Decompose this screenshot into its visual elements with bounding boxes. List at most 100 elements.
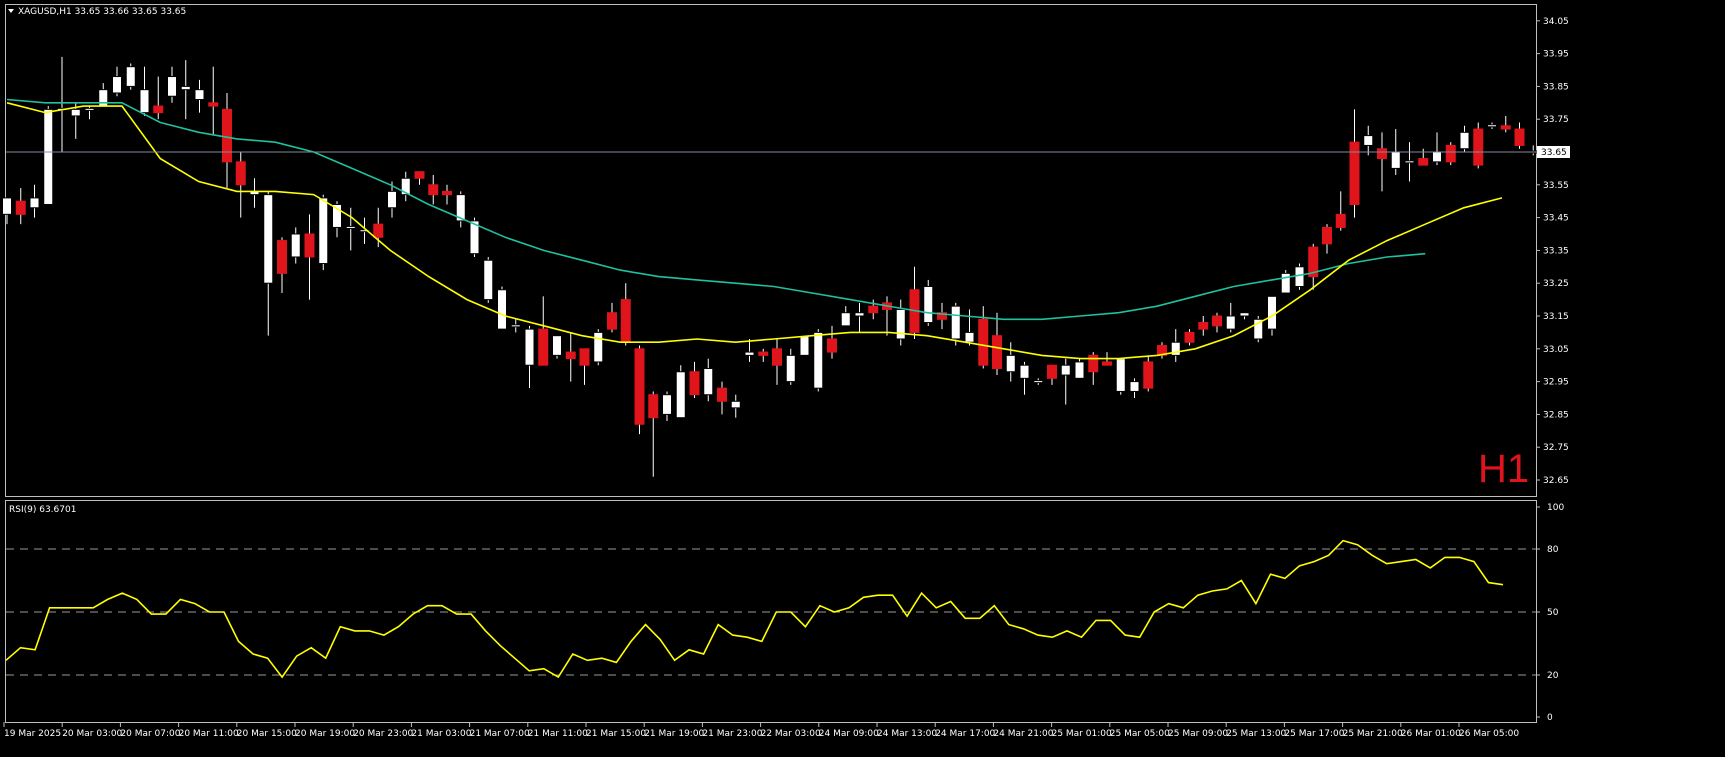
- candle: [703, 358, 714, 402]
- time-tick-label: 25 Mar 17:00: [1284, 729, 1344, 739]
- candle-body-bull: [799, 335, 810, 356]
- time-tick-label: 20 Mar 23:00: [353, 729, 413, 739]
- candle: [579, 348, 590, 385]
- candle: [1514, 122, 1525, 149]
- candle-body-bull: [785, 354, 796, 383]
- candle: [332, 201, 342, 238]
- candle-body-bear: [1418, 158, 1429, 166]
- candle-body-bull: [703, 367, 714, 396]
- time-tick-label: 20 Mar 07:00: [120, 729, 180, 739]
- candle-body-bull: [1390, 151, 1401, 169]
- candle: [1033, 378, 1044, 385]
- candle-body-bull: [730, 400, 741, 409]
- ma-fast-line: [6, 102, 1503, 360]
- candle-body-bear: [868, 305, 879, 314]
- candle-body-bull: [744, 351, 755, 356]
- collapse-triangle-icon[interactable]: [8, 9, 14, 13]
- candle: [1047, 364, 1057, 385]
- candle-body-bull: [455, 194, 466, 222]
- candle-body-bull: [662, 394, 672, 415]
- candle-body-bull: [263, 194, 274, 284]
- candle: [1349, 109, 1360, 218]
- candle-body-bear: [772, 348, 782, 366]
- candle-body-bull: [552, 335, 562, 356]
- candle-body-bear: [304, 233, 315, 258]
- price-tick-label: 33.75: [1543, 115, 1569, 125]
- candle: [510, 319, 521, 333]
- candle-body-bull: [964, 331, 975, 343]
- candle: [895, 299, 906, 346]
- candle: [1170, 329, 1181, 362]
- candle-body-bear: [538, 328, 549, 366]
- candle-body-bull: [1129, 381, 1140, 392]
- time-tick-label: 24 Mar 17:00: [935, 729, 995, 739]
- candle: [1445, 142, 1456, 166]
- candle-body-bear: [992, 335, 1002, 369]
- candle: [1404, 142, 1415, 182]
- price-tick-label: 32.95: [1543, 378, 1569, 388]
- candle-body-bear: [1349, 141, 1360, 205]
- candle-body-bear: [1102, 361, 1112, 366]
- candle-body-bear: [1377, 148, 1387, 160]
- candle: [318, 194, 329, 271]
- candle-body-bear: [937, 312, 947, 320]
- candle-body-bear: [1157, 345, 1167, 356]
- price-tick-label: 34.05: [1543, 17, 1569, 27]
- candle: [923, 279, 934, 326]
- candle: [153, 76, 164, 120]
- time-tick-label: 24 Mar 09:00: [819, 729, 879, 739]
- candle-body-bull: [497, 289, 507, 330]
- time-tick-label: 25 Mar 01:00: [1052, 729, 1112, 739]
- candle: [442, 184, 452, 205]
- candle: [428, 174, 439, 205]
- candle: [1115, 358, 1126, 395]
- price-tick-label: 33.05: [1543, 345, 1569, 355]
- time-tick-label: 25 Mar 05:00: [1110, 729, 1170, 739]
- candle-body-bull: [139, 89, 150, 114]
- current-price-label: 33.65: [1541, 148, 1567, 158]
- candle: [1335, 191, 1346, 231]
- candle: [1487, 122, 1497, 130]
- candle-body-bear: [1143, 361, 1154, 389]
- candle: [359, 217, 370, 244]
- price-tick-label: 32.75: [1543, 443, 1569, 453]
- candle-body-bear: [717, 387, 727, 402]
- candles-layer: [2, 56, 1539, 477]
- candle: [634, 345, 645, 435]
- candle: [387, 181, 397, 218]
- time-tick-label: 20 Mar 11:00: [179, 729, 239, 739]
- candle-body-bull: [98, 89, 109, 107]
- time-tick-label: 24 Mar 21:00: [993, 729, 1053, 739]
- rsi-tick-label: 100: [1547, 503, 1564, 513]
- time-tick-label: 21 Mar 11:00: [528, 729, 588, 739]
- candle-body-bull: [84, 107, 95, 111]
- candle: [1473, 122, 1484, 169]
- candle-body-bull: [359, 229, 370, 233]
- candle-body-bull: [895, 308, 906, 340]
- candle: [483, 256, 494, 303]
- candle: [1225, 302, 1236, 333]
- candle: [1088, 352, 1099, 385]
- candle-body-bull: [1459, 131, 1470, 150]
- candle-body-bull: [1294, 266, 1305, 287]
- time-tick-label: 26 Mar 05:00: [1459, 729, 1519, 739]
- candle-body-bear: [277, 240, 287, 274]
- rsi-tick-label: 50: [1547, 608, 1559, 618]
- candle: [29, 184, 40, 218]
- candle-body-bull: [1019, 364, 1030, 379]
- candle-body-bear: [1308, 246, 1319, 278]
- candle-body-bull: [332, 203, 342, 228]
- candle-body-bull: [1239, 312, 1250, 317]
- candle-body-bear: [827, 338, 837, 353]
- candle-body-bear: [373, 223, 384, 238]
- candle: [593, 329, 604, 366]
- candle-body-bear: [1514, 128, 1525, 146]
- candle-body-bear: [620, 299, 631, 343]
- candle-body-bear: [579, 348, 590, 366]
- candle: [1253, 316, 1264, 343]
- current-price-box: [1537, 146, 1570, 158]
- candle-body-bear: [648, 394, 659, 419]
- candle: [689, 361, 700, 398]
- candle-body-bear: [1322, 226, 1332, 245]
